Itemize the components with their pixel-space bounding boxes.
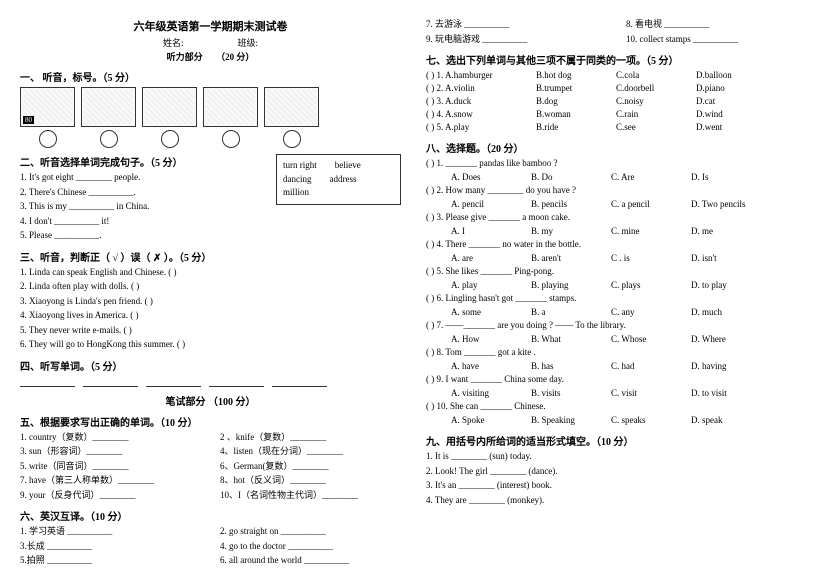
- section-2: 二、听音选择单词完成句子。（5 分） turn right believe da…: [20, 154, 401, 243]
- circle-row: [20, 130, 401, 148]
- right-column: 7. 去游泳 __________8. 看电视 __________ 9. 玩电…: [426, 18, 807, 566]
- listen-image-5: [264, 87, 319, 127]
- blank-field[interactable]: [146, 375, 201, 387]
- s5-row: 9. your（反身代词）________10、I（名词性物主代词）______…: [20, 489, 401, 503]
- section-4-title: 四、听写单词。（5 分）: [20, 358, 401, 373]
- listening-header: 听力部分 （20 分）: [20, 50, 401, 63]
- s5-row: 3. sun（形容词）________4、listen（现在分词）_______…: [20, 445, 401, 459]
- s8-question: ( ) 1. _______ pandas like bamboo ?: [426, 157, 807, 171]
- s2-item: 4. I don't __________ it!: [20, 215, 401, 229]
- s3-item: 4. Xiaoyong lives in America. ( ): [20, 309, 401, 323]
- image-row: 80: [20, 87, 401, 127]
- s5-row: 5. write（同音词）________6、German(复数）_______…: [20, 460, 401, 474]
- listen-image-3: [142, 87, 197, 127]
- s8-options: A. pencilB. pencilsC. a pencilD. Two pen…: [426, 198, 807, 212]
- s6-row: 7. 去游泳 __________8. 看电视 __________: [426, 18, 807, 32]
- listen-image-4: [203, 87, 258, 127]
- s2-item: 5. Please __________.: [20, 229, 401, 243]
- s8-options: A. HowB. WhatC. WhoseD. Where: [426, 333, 807, 347]
- s8-question: ( ) 6. Lingling hasn't got _______ stamp…: [426, 292, 807, 306]
- s5-row: 7. have（第三人称单数）________8、hot（反义词）_______…: [20, 474, 401, 488]
- s8-options: A. playB. playingC. playsD. to play: [426, 279, 807, 293]
- exam-title: 六年级英语第一学期期末测试卷: [20, 18, 401, 34]
- section-7-title: 七、选出下列单词与其他三项不属于同类的一项。（5 分）: [426, 52, 807, 67]
- s5-row: 1. country（复数）________2 、knife（复数）______…: [20, 431, 401, 445]
- s3-item: 2. Linda often play with dolls. ( ): [20, 280, 401, 294]
- section-1-title: 一、 听音，标号。（5 分）: [20, 69, 401, 84]
- s7-item: ( ) 1. A.hamburgerB.hot dogC.colaD.ballo…: [426, 69, 807, 82]
- s7-item: ( ) 2. A.violinB.trumpetC.doorbellD.pian…: [426, 82, 807, 95]
- s6-row: 1. 学习英语 __________2. go straight on ____…: [20, 525, 401, 539]
- s8-question: ( ) 9. I want _______ China some day.: [426, 373, 807, 387]
- s9-item: 4. They are ________ (monkey).: [426, 494, 807, 508]
- s3-item: 5. They never write e-mails. ( ): [20, 324, 401, 338]
- blank-field[interactable]: [83, 375, 138, 387]
- s8-list: ( ) 1. _______ pandas like bamboo ?A. Do…: [426, 157, 807, 427]
- s9-item: 2. Look! The girl ________ (dance).: [426, 465, 807, 479]
- s8-question: ( ) 2. How many ________ do you have ?: [426, 184, 807, 198]
- s8-options: A. visitingB. visitsC. visitD. to visit: [426, 387, 807, 401]
- s8-question: ( ) 5. She likes _______ Ping-pong.: [426, 265, 807, 279]
- s8-options: A. IB. myC. mineD. me: [426, 225, 807, 239]
- listen-image-2: [81, 87, 136, 127]
- written-section-header: 笔试部分 （100 分）: [20, 393, 401, 408]
- section-8-title: 八、选择题。（20 分）: [426, 140, 807, 155]
- blank-row: [20, 375, 401, 387]
- section-3-title: 三、听音，判断正（ √ ）误（ ✗ ）。（5 分）: [20, 249, 401, 264]
- s7-item: ( ) 5. A.playB.rideC.seeD.went: [426, 121, 807, 134]
- s8-question: ( ) 7. ——_______ are you doing ? —— To t…: [426, 319, 807, 333]
- s8-question: ( ) 4. There _______ no water in the bot…: [426, 238, 807, 252]
- section-9-title: 九、用括号内所给词的适当形式填空。（10 分）: [426, 433, 807, 448]
- blank-field[interactable]: [272, 375, 327, 387]
- s3-item: 1. Linda can speak English and Chinese. …: [20, 266, 401, 280]
- s8-options: A. SpokeB. SpeakingC. speaksD. speak: [426, 414, 807, 428]
- s8-options: A. DoesB. DoC. AreD. Is: [426, 171, 807, 185]
- s8-options: A. someB. aC. anyD. much: [426, 306, 807, 320]
- s6-row: 3.长成 __________4. go to the doctor _____…: [20, 540, 401, 554]
- s7-list: ( ) 1. A.hamburgerB.hot dogC.colaD.ballo…: [426, 69, 807, 134]
- s8-options: A. haveB. hasC. hadD. having: [426, 360, 807, 374]
- s8-question: ( ) 3. Please give _______ a moon cake.: [426, 211, 807, 225]
- s7-item: ( ) 3. A.duckB.dogC.noisyD.cat: [426, 95, 807, 108]
- left-column: 六年级英语第一学期期末测试卷 姓名: 班级: 听力部分 （20 分） 一、 听音…: [20, 18, 401, 566]
- blank-field[interactable]: [20, 375, 75, 387]
- s8-options: A. areB. aren'tC . isD. isn't: [426, 252, 807, 266]
- section-5-title: 五、根据要求写出正确的单词。（10 分）: [20, 414, 401, 429]
- answer-circle[interactable]: [81, 130, 136, 148]
- blank-field[interactable]: [209, 375, 264, 387]
- answer-circle[interactable]: [20, 130, 75, 148]
- s8-question: ( ) 8. Tom _______ got a kite .: [426, 346, 807, 360]
- section-6-title: 六、英汉互译。（10 分）: [20, 508, 401, 523]
- listen-image-1: 80: [20, 87, 75, 127]
- s8-question: ( ) 10. She can _______ Chinese.: [426, 400, 807, 414]
- s6-row: 9. 玩电脑游戏 __________10. collect stamps __…: [426, 33, 807, 47]
- answer-circle[interactable]: [142, 130, 197, 148]
- s3-item: 3. Xiaoyong is Linda's pen friend. ( ): [20, 295, 401, 309]
- word-bank: turn right believe dancing address milli…: [276, 154, 401, 205]
- s3-item: 6. They will go to HongKong this summer.…: [20, 338, 401, 352]
- s7-item: ( ) 4. A.snowB.womanC.rainD.wind: [426, 108, 807, 121]
- s9-item: 1. It is ________ (sun) today.: [426, 450, 807, 464]
- answer-circle[interactable]: [203, 130, 258, 148]
- name-class-row: 姓名: 班级:: [20, 36, 401, 49]
- s6-row: 5.拍照 __________6. all around the world _…: [20, 554, 401, 568]
- s9-item: 3. It's an ________ (interest) book.: [426, 479, 807, 493]
- answer-circle[interactable]: [264, 130, 319, 148]
